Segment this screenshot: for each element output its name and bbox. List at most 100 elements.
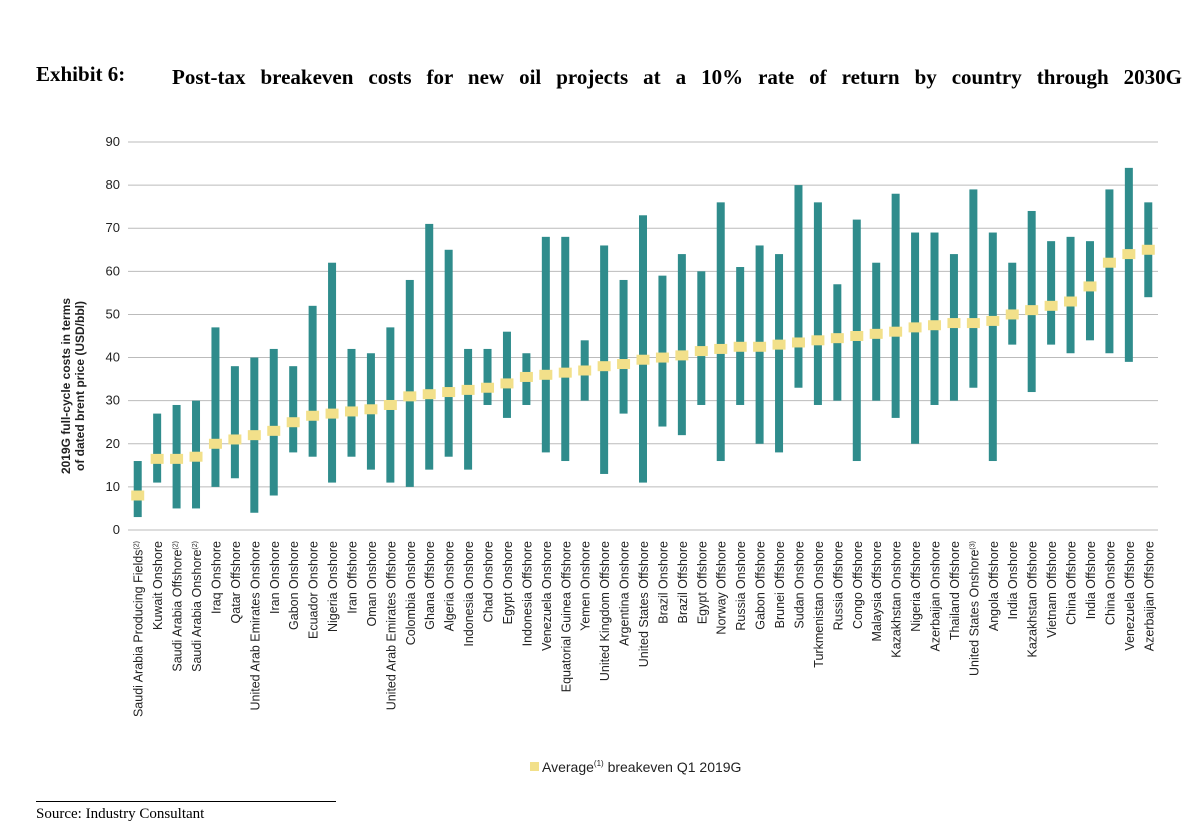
x-tick-label-text: Nigeria Offshore bbox=[909, 541, 923, 632]
average-marker bbox=[1044, 300, 1058, 311]
x-tick-label-text: Iraq Onshore bbox=[209, 541, 223, 614]
average-marker bbox=[947, 318, 961, 329]
average-marker bbox=[928, 320, 942, 331]
legend-label-note: (1) bbox=[594, 759, 604, 768]
range-bar bbox=[1008, 262, 1017, 345]
average-marker bbox=[675, 350, 689, 361]
x-tick-label-text: Kuwait Onshore bbox=[151, 541, 165, 630]
x-tick-label-text: United States Onshore bbox=[967, 550, 981, 677]
average-marker bbox=[481, 382, 495, 393]
x-tick-label-text: Sudan Onshore bbox=[792, 541, 806, 629]
x-tick-label: United States Offshore bbox=[637, 541, 651, 667]
x-tick-label-text: India Offshore bbox=[1084, 541, 1098, 619]
x-tick-label: Egypt Onshore bbox=[501, 541, 515, 624]
average-marker bbox=[733, 341, 747, 352]
range-bar bbox=[269, 348, 278, 496]
x-tick-label: Qatar Offshore bbox=[229, 541, 243, 623]
x-tick-label-text: Azerbaijan Onshore bbox=[929, 541, 943, 652]
x-tick-label-note: (2) bbox=[134, 541, 141, 550]
range-bar bbox=[794, 185, 803, 388]
range-bar bbox=[639, 215, 647, 483]
x-tick-label-text: Russia Onshore bbox=[734, 541, 748, 631]
x-tick-label: Equatorial Guinea Offshore bbox=[559, 541, 573, 692]
y-tick-label: 60 bbox=[106, 263, 120, 278]
x-tick-label: Algeria Onshore bbox=[443, 541, 457, 631]
x-tick-label: Venezuela Offshore bbox=[1123, 541, 1137, 651]
average-marker bbox=[714, 343, 728, 354]
average-marker bbox=[1064, 296, 1078, 307]
y-tick-label: 80 bbox=[106, 177, 120, 192]
range-bar bbox=[425, 223, 434, 470]
x-tick-label-text: Vietnam Offshore bbox=[1045, 541, 1059, 638]
x-tick-label: India Onshore bbox=[1006, 541, 1020, 620]
average-marker bbox=[850, 331, 864, 341]
x-tick-label-note: (2) bbox=[192, 541, 199, 550]
average-marker bbox=[811, 335, 825, 346]
average-marker bbox=[247, 430, 261, 441]
x-tick-label: Iran Onshore bbox=[268, 541, 282, 614]
x-tick-label-text: Thailand Offshore bbox=[948, 541, 962, 640]
average-marker bbox=[150, 453, 164, 464]
x-tick-label: Sudan Onshore bbox=[792, 541, 806, 629]
x-tick-label: Russia Offshore bbox=[831, 541, 845, 630]
range-bar bbox=[988, 232, 997, 462]
x-tick-label-text: Equatorial Guinea Offshore bbox=[559, 541, 573, 692]
legend-label-suffix: breakeven Q1 2019G bbox=[604, 759, 742, 775]
range-bar bbox=[891, 193, 900, 418]
average-marker bbox=[655, 352, 669, 363]
average-marker bbox=[1025, 305, 1039, 316]
average-marker bbox=[889, 326, 903, 337]
range-bar bbox=[541, 236, 550, 453]
chart-title: Post-tax breakeven costs for new oil pro… bbox=[172, 65, 1182, 89]
x-tick-label-text: Saudi Arabia Onshore bbox=[190, 550, 204, 672]
footnote-rule bbox=[36, 801, 336, 802]
x-tick-label: Vietnam Offshore bbox=[1045, 541, 1059, 638]
x-tick-label: Turkmenistan Onshore bbox=[812, 541, 826, 668]
x-tick-label-text: Ecuador Onshore bbox=[307, 541, 321, 639]
y-tick-label: 70 bbox=[106, 220, 120, 235]
x-tick-label: Oman Onshore bbox=[365, 541, 379, 627]
range-bar bbox=[211, 327, 220, 487]
x-tick-label: Indonesia Offshore bbox=[520, 541, 534, 646]
average-marker bbox=[344, 406, 358, 417]
x-tick-label: India Offshore bbox=[1084, 541, 1098, 619]
x-tick-label-text: Kazakhstan Onshore bbox=[890, 541, 904, 658]
x-tick-label: Norway Offshore bbox=[715, 541, 729, 635]
x-tick-label-text: United Arab Emirates Offshore bbox=[384, 541, 398, 710]
average-marker bbox=[383, 399, 397, 410]
average-markers bbox=[131, 244, 1155, 501]
x-tick-label-text: Indonesia Offshore bbox=[520, 541, 534, 646]
average-marker bbox=[403, 391, 417, 402]
range-bars bbox=[133, 167, 1153, 518]
average-marker bbox=[578, 365, 592, 376]
x-tick-label-text: Colombia Onshore bbox=[404, 541, 418, 645]
x-tick-label-text: United Kingdom Offshore bbox=[598, 541, 612, 681]
average-marker bbox=[189, 451, 203, 462]
x-tick-label: Nigeria Onshore bbox=[326, 541, 340, 632]
x-tick-label-text: Egypt Onshore bbox=[501, 541, 515, 624]
x-tick-label: Chad Onshore bbox=[482, 541, 496, 622]
breakeven-chart: 0 10 20 30 40 50 60 70 80 90 2019G full-cycle cos… bbox=[59, 134, 1158, 775]
range-bar bbox=[483, 348, 492, 405]
average-marker bbox=[500, 378, 514, 389]
x-tick-label-text: Saudi Arabia Producing Fields bbox=[132, 550, 146, 717]
average-marker bbox=[558, 367, 572, 378]
x-tick-label: Saudi Arabia Producing Fields(2) bbox=[132, 541, 146, 717]
y-tick-label: 0 bbox=[113, 522, 120, 537]
range-bar bbox=[658, 275, 667, 427]
average-marker bbox=[791, 337, 805, 348]
average-marker bbox=[208, 438, 222, 449]
x-tick-label: Brazil Offshore bbox=[676, 541, 690, 623]
x-tick-label-text: Brunei Offshore bbox=[773, 541, 787, 628]
average-marker bbox=[364, 404, 378, 415]
x-tick-label-text: China Offshore bbox=[1065, 541, 1079, 625]
average-marker bbox=[694, 346, 708, 357]
range-bar bbox=[1066, 236, 1075, 354]
x-tick-label-text: United Arab Emirates Onshore bbox=[248, 541, 262, 711]
average-marker bbox=[1141, 244, 1155, 255]
average-marker bbox=[869, 328, 883, 339]
range-bar bbox=[1105, 189, 1114, 354]
range-bar bbox=[153, 413, 162, 483]
x-tick-label-text: Gabon Onshore bbox=[287, 541, 301, 630]
range-bar bbox=[328, 262, 337, 483]
